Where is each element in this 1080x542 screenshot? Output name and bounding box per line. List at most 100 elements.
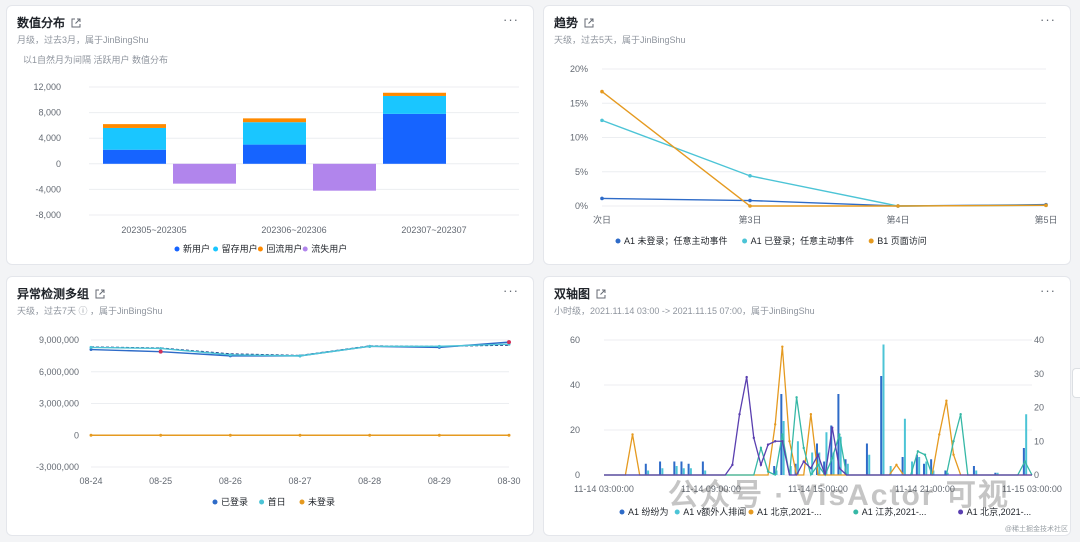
bar [996,472,999,475]
data-point [368,344,372,348]
data-point [896,204,900,208]
y-tick-label: 8,000 [38,108,61,118]
legend-item: 未登录 [308,496,335,507]
card-distribution: 数值分布 月级，过去3月，属于JinBingShu ··· 以1自然月为间隔 活… [6,5,534,265]
data-point [738,413,741,416]
legend-item: 流失用户 [311,243,347,254]
legend-marker [742,238,748,244]
bar-segment [243,122,306,145]
data-point [600,118,604,123]
data-point [89,345,93,349]
series-line [601,91,1047,207]
legend-item: 留存用户 [222,243,258,254]
card-subtitle: 小时级，2021.11.14 03:00 -> 2021.11.15 07:00… [554,306,815,316]
data-point [802,460,805,463]
x-tick-label: 08-24 [79,476,102,486]
data-point [838,433,841,436]
legend-item: A1 v额外人排闻 [683,506,746,517]
bar-segment [243,118,306,123]
data-point [838,467,841,470]
legend-item: A1 北京,2021-... [757,506,822,517]
x-tick-label: 11-14 03:00:00 [574,484,634,494]
data-point [781,345,784,348]
bar-segment [103,124,166,128]
external-link-icon[interactable] [596,289,606,299]
data-point [809,413,813,416]
more-menu-button[interactable]: ··· [1040,283,1056,298]
bar [796,441,799,475]
y-tick-label: -4,000 [35,184,61,194]
data-point [298,433,302,437]
legend-item: A1 江苏,2021-... [862,506,927,517]
y-tick-label: 12,000 [33,82,61,92]
bar [689,468,692,475]
data-point [895,463,898,467]
anomaly-point [158,349,163,354]
legend-marker [868,238,874,244]
x-tick-label: 11-14 21:00:00 [895,484,955,494]
y-right-tick-label: 10 [1034,436,1044,446]
more-menu-button[interactable]: ··· [1040,12,1056,27]
legend-marker [748,509,754,515]
y-tick-label: 10% [570,133,588,143]
series-line [601,197,1047,207]
data-point [816,463,820,467]
data-point [731,463,734,467]
card-title-text: 异常检测多组 [17,287,90,301]
y-tick-label: 20% [570,64,588,74]
dual-axis-chart: 60 40 20 0 40 30 20 10 0 11-14 03:00:00 11-14 09:0… [570,335,1062,517]
legend-item: A1 已登录；任意主动事件 [751,235,855,246]
external-link-icon[interactable] [584,18,594,28]
data-point [1023,460,1027,463]
data-point [952,440,955,443]
bar [644,463,647,475]
x-tick-label: 202307~202307 [401,225,466,235]
more-menu-button[interactable]: ··· [503,283,519,298]
legend-item: A1 纷纷为 [628,506,669,517]
stacked-bar-chart: 12,000 8,000 4,000 0 -4,000 -8,000 202305~2023… [33,82,519,254]
legend-marker [213,246,219,252]
data-point [298,354,302,358]
bar [659,461,662,475]
x-tick-label: 08-27 [288,476,311,486]
legend-marker [853,509,859,515]
bar-segment [313,163,376,191]
data-point [774,440,777,443]
anomaly-line-chart: 9,000,0006,000,0003,000,0000-3,000,00008… [36,335,521,507]
more-menu-button[interactable]: ··· [503,12,519,27]
legend-item: 已登录 [221,497,248,507]
side-drawer-handle[interactable] [1072,368,1080,398]
x-tick-label: 08-29 [428,476,451,486]
data-point [368,433,372,437]
bar [661,468,664,475]
legend-item: 首日 [268,496,286,507]
x-tick-label: 第3日 [738,214,761,225]
bar [865,443,868,475]
bar [911,461,914,475]
y-tick-label: 15% [570,98,588,108]
bar [839,436,842,475]
legend-marker [174,246,180,252]
bar [846,463,849,475]
data-point [437,344,441,348]
x-tick-label: 11-14 09:00:00 [681,484,741,494]
external-link-icon[interactable] [71,18,81,28]
data-point [228,353,232,357]
card-title-text: 双轴图 [554,287,591,301]
bar [682,468,685,475]
bar-segment [383,113,446,164]
y-tick-label: 0 [575,470,580,480]
x-tick-label: 11-14 15:00:00 [788,484,848,494]
chart-note: 以1自然月为间隔 活跃用户 数值分布 [23,55,169,65]
data-point [809,467,813,470]
bar-segment [383,92,446,96]
external-link-icon[interactable] [95,289,105,299]
x-tick-label: 08-25 [149,476,172,486]
bar [832,452,835,475]
y-tick-label: 5% [575,167,588,177]
y-tick-label: 3,000,000 [39,399,79,409]
bar [823,461,826,475]
data-point [748,174,752,178]
legend-marker [299,499,305,505]
bar [647,470,650,475]
